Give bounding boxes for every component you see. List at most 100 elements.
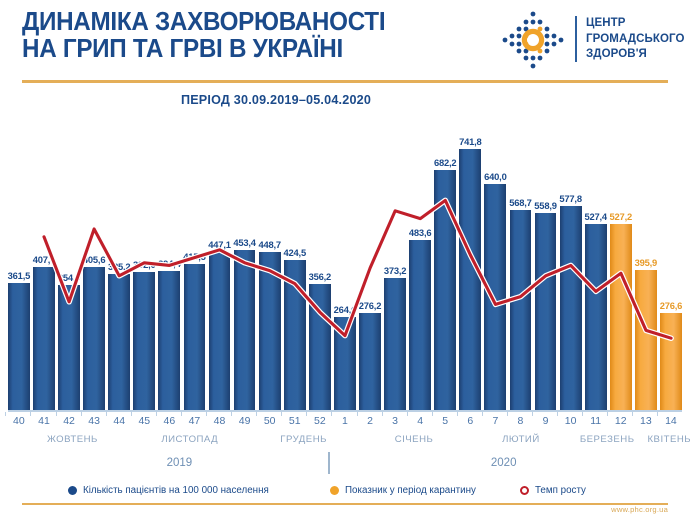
header: ДИНАМІКА ЗАХВОРЮВАНОСТІ НА ГРИП ТА ГРВІ … bbox=[0, 0, 690, 83]
week-label: 42 bbox=[55, 412, 80, 430]
bar-incidence bbox=[183, 263, 206, 410]
header-divider bbox=[22, 80, 668, 83]
legend-label: Темп росту bbox=[535, 485, 586, 496]
week-label: 12 bbox=[607, 412, 632, 430]
legend-label: Показник у період карантину bbox=[345, 485, 476, 496]
bar-value-label: 558,9 bbox=[534, 200, 557, 211]
bar-value-label: 395,9 bbox=[634, 257, 658, 269]
month-label: ГРУДЕНЬ bbox=[280, 434, 327, 445]
bar-incidence bbox=[133, 271, 156, 410]
footer-divider bbox=[22, 503, 668, 505]
legend-item[interactable]: Кількість пацієнтів на 100 000 населення bbox=[68, 485, 269, 496]
page-title-line2: НА ГРИП ТА ГРВІ В УКРАЇНІ bbox=[22, 35, 343, 64]
logo-divider bbox=[575, 16, 577, 62]
bar-incidence bbox=[233, 250, 256, 410]
week-label: 40 bbox=[5, 412, 30, 430]
bar-incidence bbox=[384, 278, 406, 410]
bar-value-label: 424,5 bbox=[283, 247, 307, 259]
bar-incidence bbox=[434, 169, 457, 410]
bar-value-label: 407,0 bbox=[32, 253, 56, 265]
bar-value-label: 527,4 bbox=[584, 211, 607, 223]
bar-column: 568,7 bbox=[509, 110, 532, 410]
bar-value-label: 405,6 bbox=[82, 254, 106, 266]
week-label: 7 bbox=[481, 412, 506, 430]
phc-diamond-dots-logo-icon bbox=[502, 11, 564, 69]
bar-column: 527,4 bbox=[584, 110, 607, 410]
month-label: ЛЮТИЙ bbox=[502, 434, 540, 445]
week-label: 8 bbox=[506, 412, 532, 430]
period-subtitle: ПЕРІОД 30.09.2019–05.04.2020 bbox=[180, 93, 372, 107]
week-tick-labels: 40 41 42 43 44 45 46 47 48 49 50 51 52 1 2 3 4 5 6 7 8 9 10 11 1… bbox=[5, 412, 682, 430]
year-label: 2020 bbox=[490, 457, 517, 469]
bar-value-label: 354,9 bbox=[57, 271, 81, 283]
week-label: 45 bbox=[130, 412, 155, 430]
week-label: 6 bbox=[456, 412, 481, 430]
legend-item[interactable]: Темп росту bbox=[520, 485, 586, 496]
bar-column: 395,9 bbox=[635, 110, 657, 410]
month-labels: ЖОВТЕНЬ ЛИСТОПАД ГРУДЕНЬ СІЧЕНЬ ЛЮТИЙ БЕРЕЗЕН… bbox=[0, 434, 690, 450]
page-title: ДИНАМІКА ЗАХВОРЮВАНОСТІ НА ГРИП ТА ГРВІ … bbox=[22, 8, 469, 64]
year-label: 2019 bbox=[166, 457, 193, 469]
week-label: 43 bbox=[80, 412, 105, 430]
bar-incidence bbox=[459, 148, 482, 410]
week-label: 1 bbox=[331, 412, 356, 430]
bar-value-label: 373,2 bbox=[383, 265, 407, 277]
bar-column: 264,6 bbox=[334, 110, 356, 410]
x-axis-line bbox=[8, 410, 682, 412]
week-label: 4 bbox=[406, 412, 431, 430]
bar-column: 276,2 bbox=[359, 110, 381, 410]
legend-item[interactable]: Показник у період карантину bbox=[330, 485, 476, 496]
bar-incidence bbox=[409, 239, 432, 410]
bar-column: 640,0 bbox=[484, 110, 507, 410]
week-label: 11 bbox=[582, 412, 607, 430]
bar-value-label: 385,2 bbox=[107, 261, 131, 273]
bar-incidence bbox=[158, 270, 181, 410]
red-ring-icon bbox=[520, 486, 529, 495]
bar-quarantine bbox=[609, 224, 632, 410]
bar-incidence bbox=[258, 251, 281, 410]
bar-incidence bbox=[83, 267, 106, 410]
month-label: СІЧЕНЬ bbox=[394, 434, 434, 445]
month-label: ЛИСТОПАД bbox=[161, 434, 219, 445]
week-label: 3 bbox=[381, 412, 406, 430]
week-label: 47 bbox=[180, 412, 206, 430]
bar-value-label: 682,2 bbox=[433, 156, 457, 168]
logo-text-line2: ГРОМАДСЬКОГО bbox=[586, 32, 685, 45]
week-label: 41 bbox=[30, 412, 55, 430]
month-label: БЕРЕЗЕНЬ bbox=[579, 434, 635, 445]
bar-column: 424,5 bbox=[284, 110, 306, 410]
bar-incidence bbox=[484, 184, 507, 410]
legend-label: Кількість пацієнтів на 100 000 населення bbox=[83, 485, 269, 496]
bar-column: 483,6 bbox=[409, 110, 432, 410]
orange-dot-icon bbox=[330, 486, 339, 495]
bar-incidence bbox=[509, 209, 532, 410]
week-label: 14 bbox=[657, 412, 682, 430]
bar-incidence bbox=[334, 316, 356, 410]
bar-column: 577,8 bbox=[559, 110, 582, 410]
month-label: КВІТЕНЬ bbox=[647, 434, 690, 445]
bar-column: 354,9 bbox=[58, 110, 80, 410]
week-label: 9 bbox=[532, 412, 557, 430]
week-label: 49 bbox=[231, 412, 256, 430]
week-label: 2 bbox=[356, 412, 381, 430]
bar-value-label: 448,7 bbox=[258, 238, 281, 250]
week-label: 5 bbox=[431, 412, 456, 430]
week-label: 13 bbox=[632, 412, 657, 430]
bar-column: 447,1 bbox=[208, 110, 231, 410]
growth-rate-line bbox=[41, 197, 674, 341]
brand-logo: ЦЕНТР ГРОМАДСЬКОГО ЗДОРОВ'Я bbox=[500, 8, 684, 70]
bar-incidence bbox=[584, 224, 607, 410]
bar-column: 558,9 bbox=[534, 110, 557, 410]
week-label: 48 bbox=[206, 412, 231, 430]
bar-column: 682,2 bbox=[433, 110, 457, 410]
week-label: 44 bbox=[105, 412, 130, 430]
year-labels: 2019 2020 bbox=[0, 457, 690, 475]
bar-value-label: 453,4 bbox=[233, 237, 256, 249]
page-title-line1: ДИНАМІКА ЗАХВОРЮВАНОСТІ bbox=[22, 8, 386, 36]
bar-column: 407,0 bbox=[33, 110, 55, 410]
bar-incidence bbox=[559, 206, 582, 410]
bar-value-label: 640,0 bbox=[484, 171, 507, 183]
chart-plot-area: 361,5 407,0 354,9 405,6 385,2 392,0 394,4 415,5… bbox=[0, 110, 690, 410]
bar-value-label: 577,8 bbox=[559, 193, 582, 205]
